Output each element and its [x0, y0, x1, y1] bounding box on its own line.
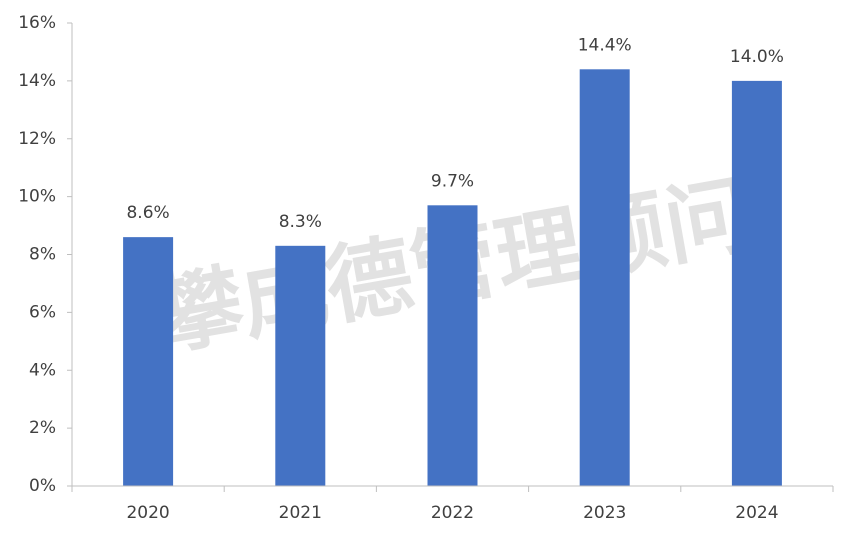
y-tick-label: 6% — [29, 302, 56, 322]
data-label: 9.7% — [431, 171, 474, 191]
x-tick-label: 2023 — [583, 503, 626, 523]
bar — [427, 205, 478, 486]
y-tick-label: 14% — [18, 71, 56, 91]
y-tick-label: 12% — [18, 129, 56, 149]
bar — [579, 69, 630, 487]
x-tick-label: 2022 — [431, 503, 474, 523]
x-tick-label: 2021 — [279, 503, 322, 523]
data-label: 14.0% — [730, 47, 784, 67]
y-tick-label: 10% — [18, 187, 56, 207]
x-tick-label: 2024 — [735, 503, 778, 523]
bar — [275, 245, 326, 486]
data-label: 8.3% — [279, 212, 322, 232]
data-label: 8.6% — [126, 203, 169, 223]
y-tick-label: 2% — [29, 418, 56, 438]
y-tick-label: 16% — [18, 13, 56, 33]
x-tick-label: 2020 — [126, 503, 169, 523]
y-tick-label: 4% — [29, 360, 56, 380]
data-label: 14.4% — [578, 35, 632, 55]
y-tick-label: 0% — [29, 476, 56, 496]
bar — [123, 237, 174, 486]
y-tick-label: 8% — [29, 245, 56, 265]
bar — [731, 80, 782, 486]
